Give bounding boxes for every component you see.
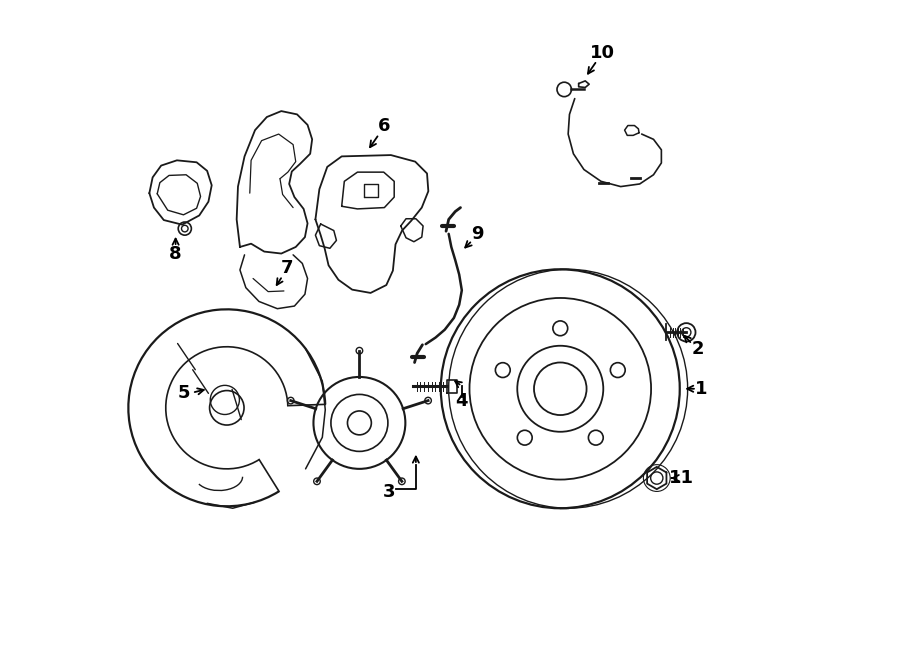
Text: 6: 6 (378, 117, 391, 135)
Text: 8: 8 (169, 244, 182, 263)
Text: 7: 7 (281, 259, 293, 277)
Text: 9: 9 (472, 225, 484, 243)
Text: 5: 5 (177, 384, 190, 402)
Text: 3: 3 (382, 483, 395, 502)
Text: 10: 10 (590, 44, 615, 62)
Text: 11: 11 (669, 469, 694, 487)
Text: 2: 2 (692, 340, 705, 358)
Text: 4: 4 (455, 393, 468, 410)
Text: 1: 1 (695, 380, 707, 398)
